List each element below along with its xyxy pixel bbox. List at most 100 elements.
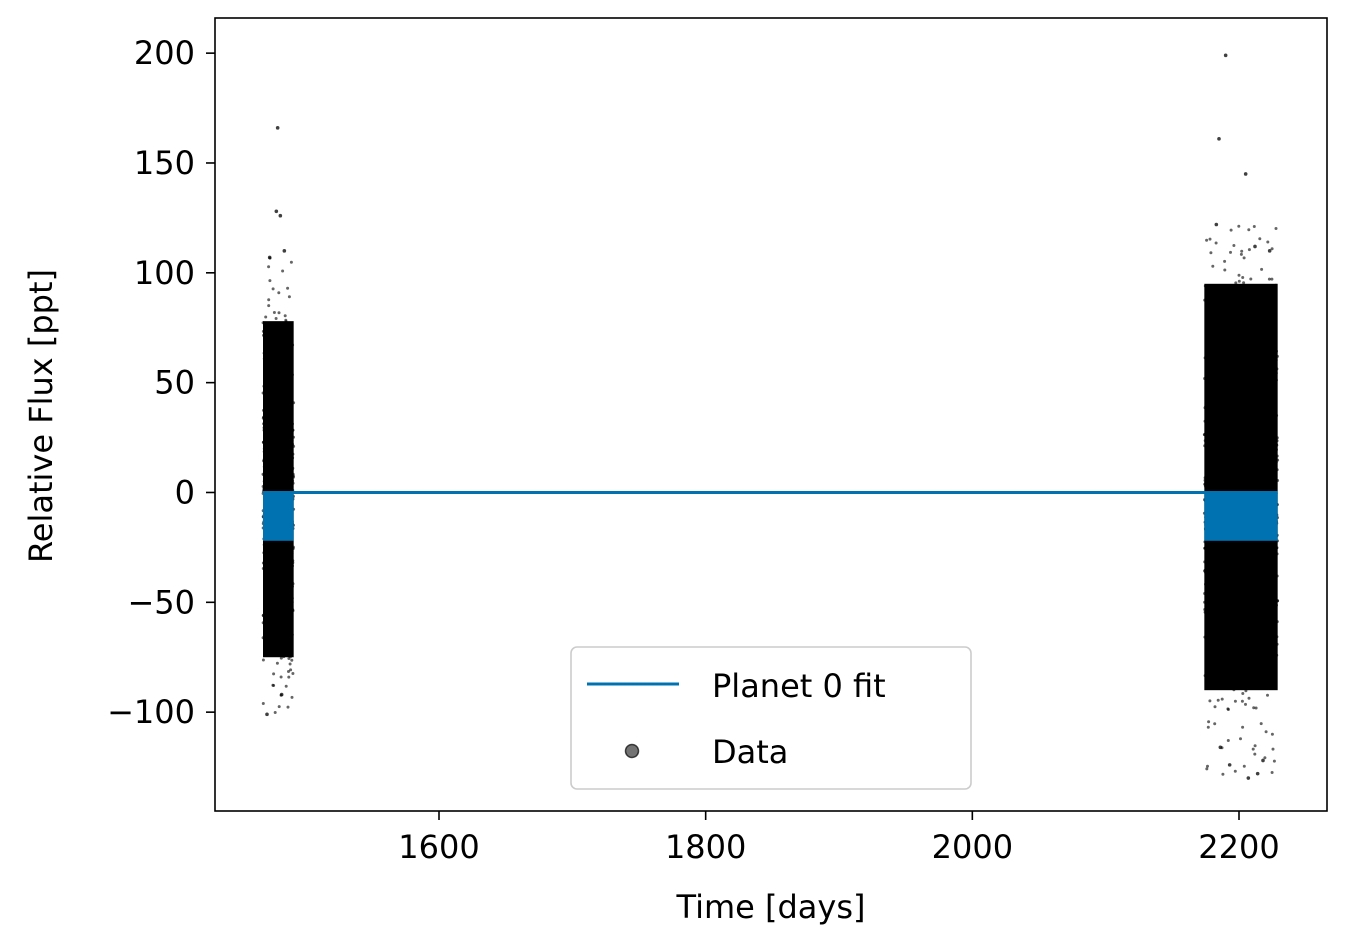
data-point [1251,309,1255,313]
data-point [273,477,277,481]
data-point [270,428,274,432]
data-point [1227,602,1231,606]
data-point [268,550,272,554]
data-point [1218,462,1222,466]
data-point [1229,228,1233,232]
data-point [1251,747,1255,751]
data-point [1208,415,1211,419]
data-point [1211,329,1215,333]
data-point [1254,673,1258,676]
data-point [282,451,286,455]
data-point [268,565,272,569]
data-point [264,635,267,639]
data-point [1241,453,1245,457]
data-point [1225,450,1229,454]
data-point [267,618,270,622]
data-point [1242,579,1246,583]
data-point [275,567,279,570]
data-point [262,384,266,388]
data-point [1246,454,1250,458]
data-point [285,481,289,485]
data-point [1237,327,1240,331]
data-point [1205,665,1209,669]
data-point [1218,545,1222,549]
data-point [1203,478,1207,482]
data-point [279,444,283,448]
data-point [1257,645,1261,649]
data-point [270,391,274,395]
data-point [1241,725,1245,729]
data-point [264,590,268,594]
data-point [287,295,291,299]
data-point [288,560,292,564]
data-point [1244,347,1248,351]
data-point [1249,364,1253,368]
data-point [1219,621,1223,625]
data-point [1230,592,1234,596]
data-point [1264,436,1268,440]
data-point [278,372,282,376]
data-point [1205,607,1208,611]
data-point [1245,553,1248,557]
data-point [267,417,271,421]
data-point [1273,564,1277,568]
data-point [1228,684,1232,688]
data-point [1249,465,1253,469]
data-point [276,603,280,607]
data-point [1211,341,1215,345]
x-axis-label: Time [days] [676,888,866,926]
data-point [279,426,283,430]
data-point [271,287,275,291]
data-point [1227,420,1231,424]
data-point [269,324,273,328]
x-tick-label: 1800 [665,828,746,866]
data-point [1206,427,1210,431]
data-point [1243,407,1247,411]
data-point [1222,484,1226,488]
data-point [1258,401,1262,405]
data-point [1225,372,1229,376]
data-point [1251,590,1254,594]
data-point [1212,464,1216,467]
data-point [1265,485,1269,489]
data-point [1228,617,1232,621]
data-point [1226,545,1229,549]
data-point [265,441,269,445]
data-point [1208,237,1212,241]
data-point [1212,414,1216,418]
data-point [288,583,292,587]
data-point [284,410,288,414]
data-point [1241,646,1244,650]
data-point [1273,550,1277,554]
data-point [279,615,283,619]
data-point [292,435,295,439]
data-point [1215,317,1219,321]
data-point [282,562,286,566]
data-point [1243,628,1247,632]
data-point [1215,619,1218,623]
data-point [266,373,270,377]
data-point [1234,305,1237,309]
data-point [285,404,289,407]
data-point [283,550,287,554]
data-point [1258,414,1262,417]
data-point [1220,375,1224,379]
data-point [1270,771,1274,774]
data-point [1243,474,1247,478]
data-point [1237,324,1241,328]
data-point [1275,367,1279,371]
data-point [1240,600,1244,604]
data-point [1207,436,1211,440]
data-point [1252,414,1256,418]
data-point [290,438,294,442]
data-point [1232,618,1236,622]
data-point [1263,565,1267,569]
data-point [1216,367,1220,371]
data-point [1226,631,1230,635]
data-point [1264,371,1268,375]
data-point [279,675,283,679]
data-point [1231,302,1235,306]
data-point [265,599,269,603]
y-tick-label: 200 [134,34,195,72]
data-point [280,405,284,409]
